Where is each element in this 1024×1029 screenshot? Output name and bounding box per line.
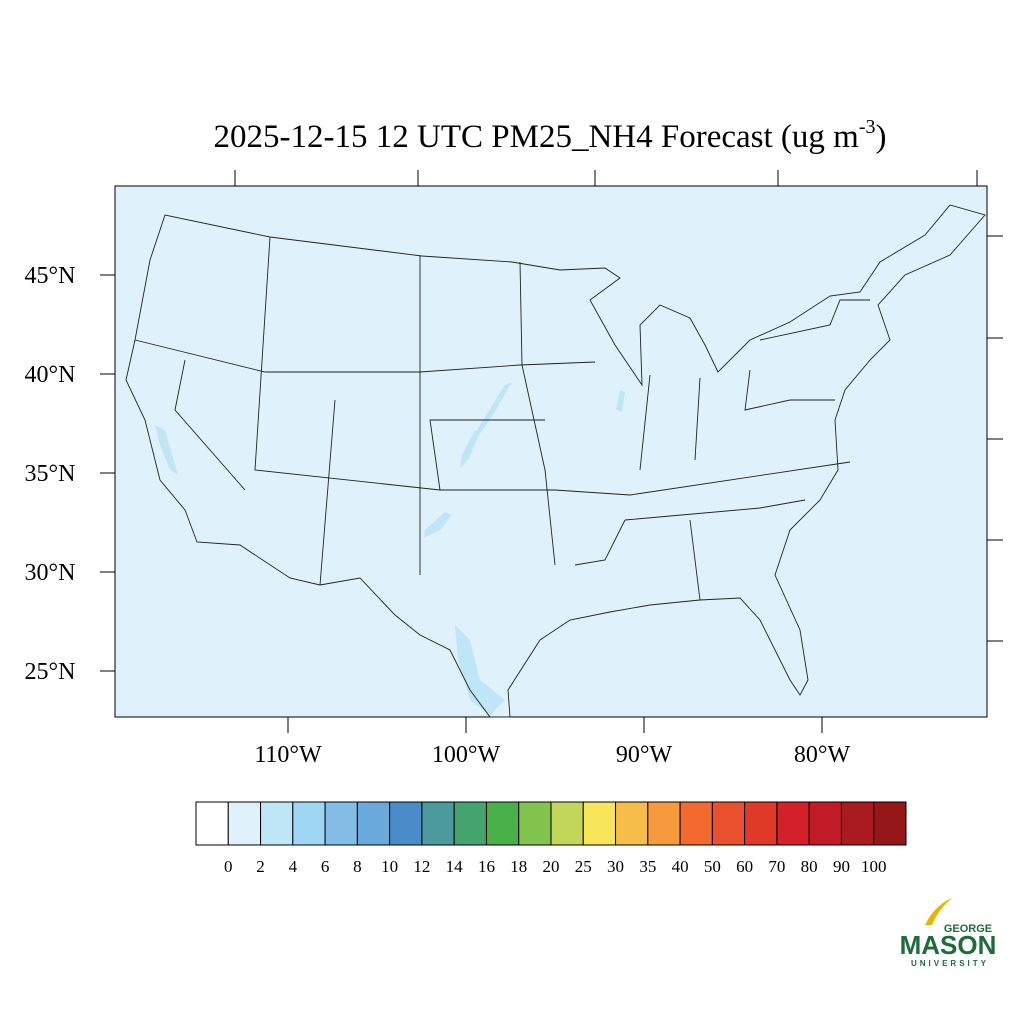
colorbar-box <box>421 801 455 846</box>
colorbar-box <box>840 801 875 846</box>
map-title: 2025-12-15 12 UTC PM25_NH4 Forecast (ug … <box>214 116 887 155</box>
colorbar-box <box>292 801 326 846</box>
colorbar-label: 90 <box>833 857 850 876</box>
university-logo: GEORGE MASON UNIVERSITY <box>900 898 997 968</box>
colorbar-box <box>356 801 391 846</box>
colorbar-label: 14 <box>446 857 464 876</box>
colorbar-label: 10 <box>381 857 398 876</box>
colorbar-box <box>260 801 294 846</box>
colorbar-label: 6 <box>321 857 330 876</box>
colorbar-label: 35 <box>639 857 656 876</box>
logo-bottom: UNIVERSITY <box>911 959 989 968</box>
coastlines-and-borders <box>125 204 986 718</box>
colorbar-box <box>389 801 423 846</box>
colorbar-label: 0 <box>224 857 233 876</box>
colorbar-label: 100 <box>861 857 887 876</box>
colorbar-label: 30 <box>607 857 624 876</box>
lon-label: 90°W <box>616 742 673 768</box>
lat-label: 25°N <box>25 659 76 685</box>
logo-top: GEORGE <box>944 923 992 935</box>
lat-label: 30°N <box>25 560 76 586</box>
lon-label: 100°W <box>432 742 501 768</box>
title-main: 2025-12-15 12 UTC PM25_NH4 Forecast (ug … <box>214 119 860 155</box>
colorbar-box <box>582 801 617 846</box>
colorbar-box <box>550 801 584 846</box>
colorbar-box <box>679 801 713 846</box>
colorbar-label: 18 <box>510 857 527 876</box>
lat-label: 35°N <box>25 461 76 487</box>
colorbar-label: 70 <box>768 857 785 876</box>
colorbar-box <box>195 801 229 846</box>
colorbar-box <box>647 801 681 846</box>
projection-ticks <box>234 170 1003 642</box>
lat-label: 40°N <box>25 362 76 388</box>
colorbar-label: 60 <box>736 857 753 876</box>
colorbar-box <box>227 801 262 846</box>
colorbar-label: 40 <box>672 857 689 876</box>
concentration-patches <box>155 382 625 715</box>
colorbar-box <box>711 801 746 846</box>
colorbar-label: 8 <box>353 857 362 876</box>
lon-label: 80°W <box>794 742 851 768</box>
colorbar-box <box>776 801 810 846</box>
title-superscript: -3 <box>859 116 876 138</box>
colorbar-label: 20 <box>543 857 560 876</box>
colorbar-label: 2 <box>256 857 265 876</box>
colorbar-box <box>873 801 907 846</box>
colorbar-label: 80 <box>801 857 818 876</box>
colorbar-box <box>485 801 520 846</box>
colorbar-box <box>744 801 778 846</box>
colorbar-label: 16 <box>478 857 495 876</box>
lat-label: 45°N <box>25 263 76 289</box>
colorbar-box <box>324 801 358 846</box>
colorbar-label: 12 <box>413 857 430 876</box>
lon-label: 110°W <box>254 742 322 768</box>
map-frame <box>114 185 988 718</box>
colorbar-label: 50 <box>704 857 721 876</box>
colorbar-box <box>808 801 842 846</box>
colorbar-label: 25 <box>575 857 592 876</box>
colorbar-box <box>518 801 552 846</box>
title-close: ) <box>875 119 886 155</box>
colorbar-box <box>615 801 649 846</box>
colorbar-label: 4 <box>289 857 298 876</box>
logo-main: MASON <box>900 930 997 960</box>
colorbar-box <box>453 801 487 846</box>
